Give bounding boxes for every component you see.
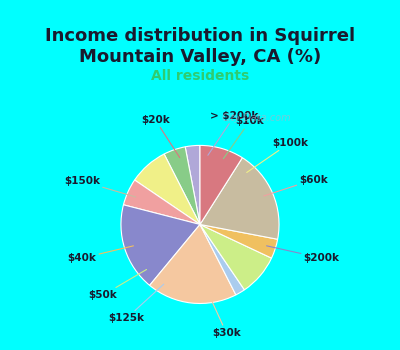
Text: Income distribution in Squirrel
Mountain Valley, CA (%): Income distribution in Squirrel Mountain… [45,27,355,66]
Text: $100k: $100k [247,138,308,173]
Wedge shape [164,147,200,224]
Text: $150k: $150k [64,176,136,197]
Text: $30k: $30k [208,294,241,338]
Wedge shape [150,224,236,303]
Wedge shape [200,224,244,295]
Text: $125k: $125k [108,284,164,323]
Text: > $200k: > $200k [208,111,259,155]
Text: $10k: $10k [223,116,264,159]
Wedge shape [200,145,242,224]
Wedge shape [121,205,200,285]
Wedge shape [200,224,278,258]
Text: $50k: $50k [88,270,146,300]
Wedge shape [200,224,272,290]
Text: $200k: $200k [266,246,340,263]
Text: $40k: $40k [67,246,134,263]
Wedge shape [135,154,200,224]
Text: All residents: All residents [151,69,249,83]
Text: $20k: $20k [141,115,180,158]
Wedge shape [200,158,279,239]
Wedge shape [124,180,200,224]
Text: City-Data.com: City-Data.com [222,113,292,123]
Text: $60k: $60k [264,175,328,196]
Wedge shape [185,145,200,224]
